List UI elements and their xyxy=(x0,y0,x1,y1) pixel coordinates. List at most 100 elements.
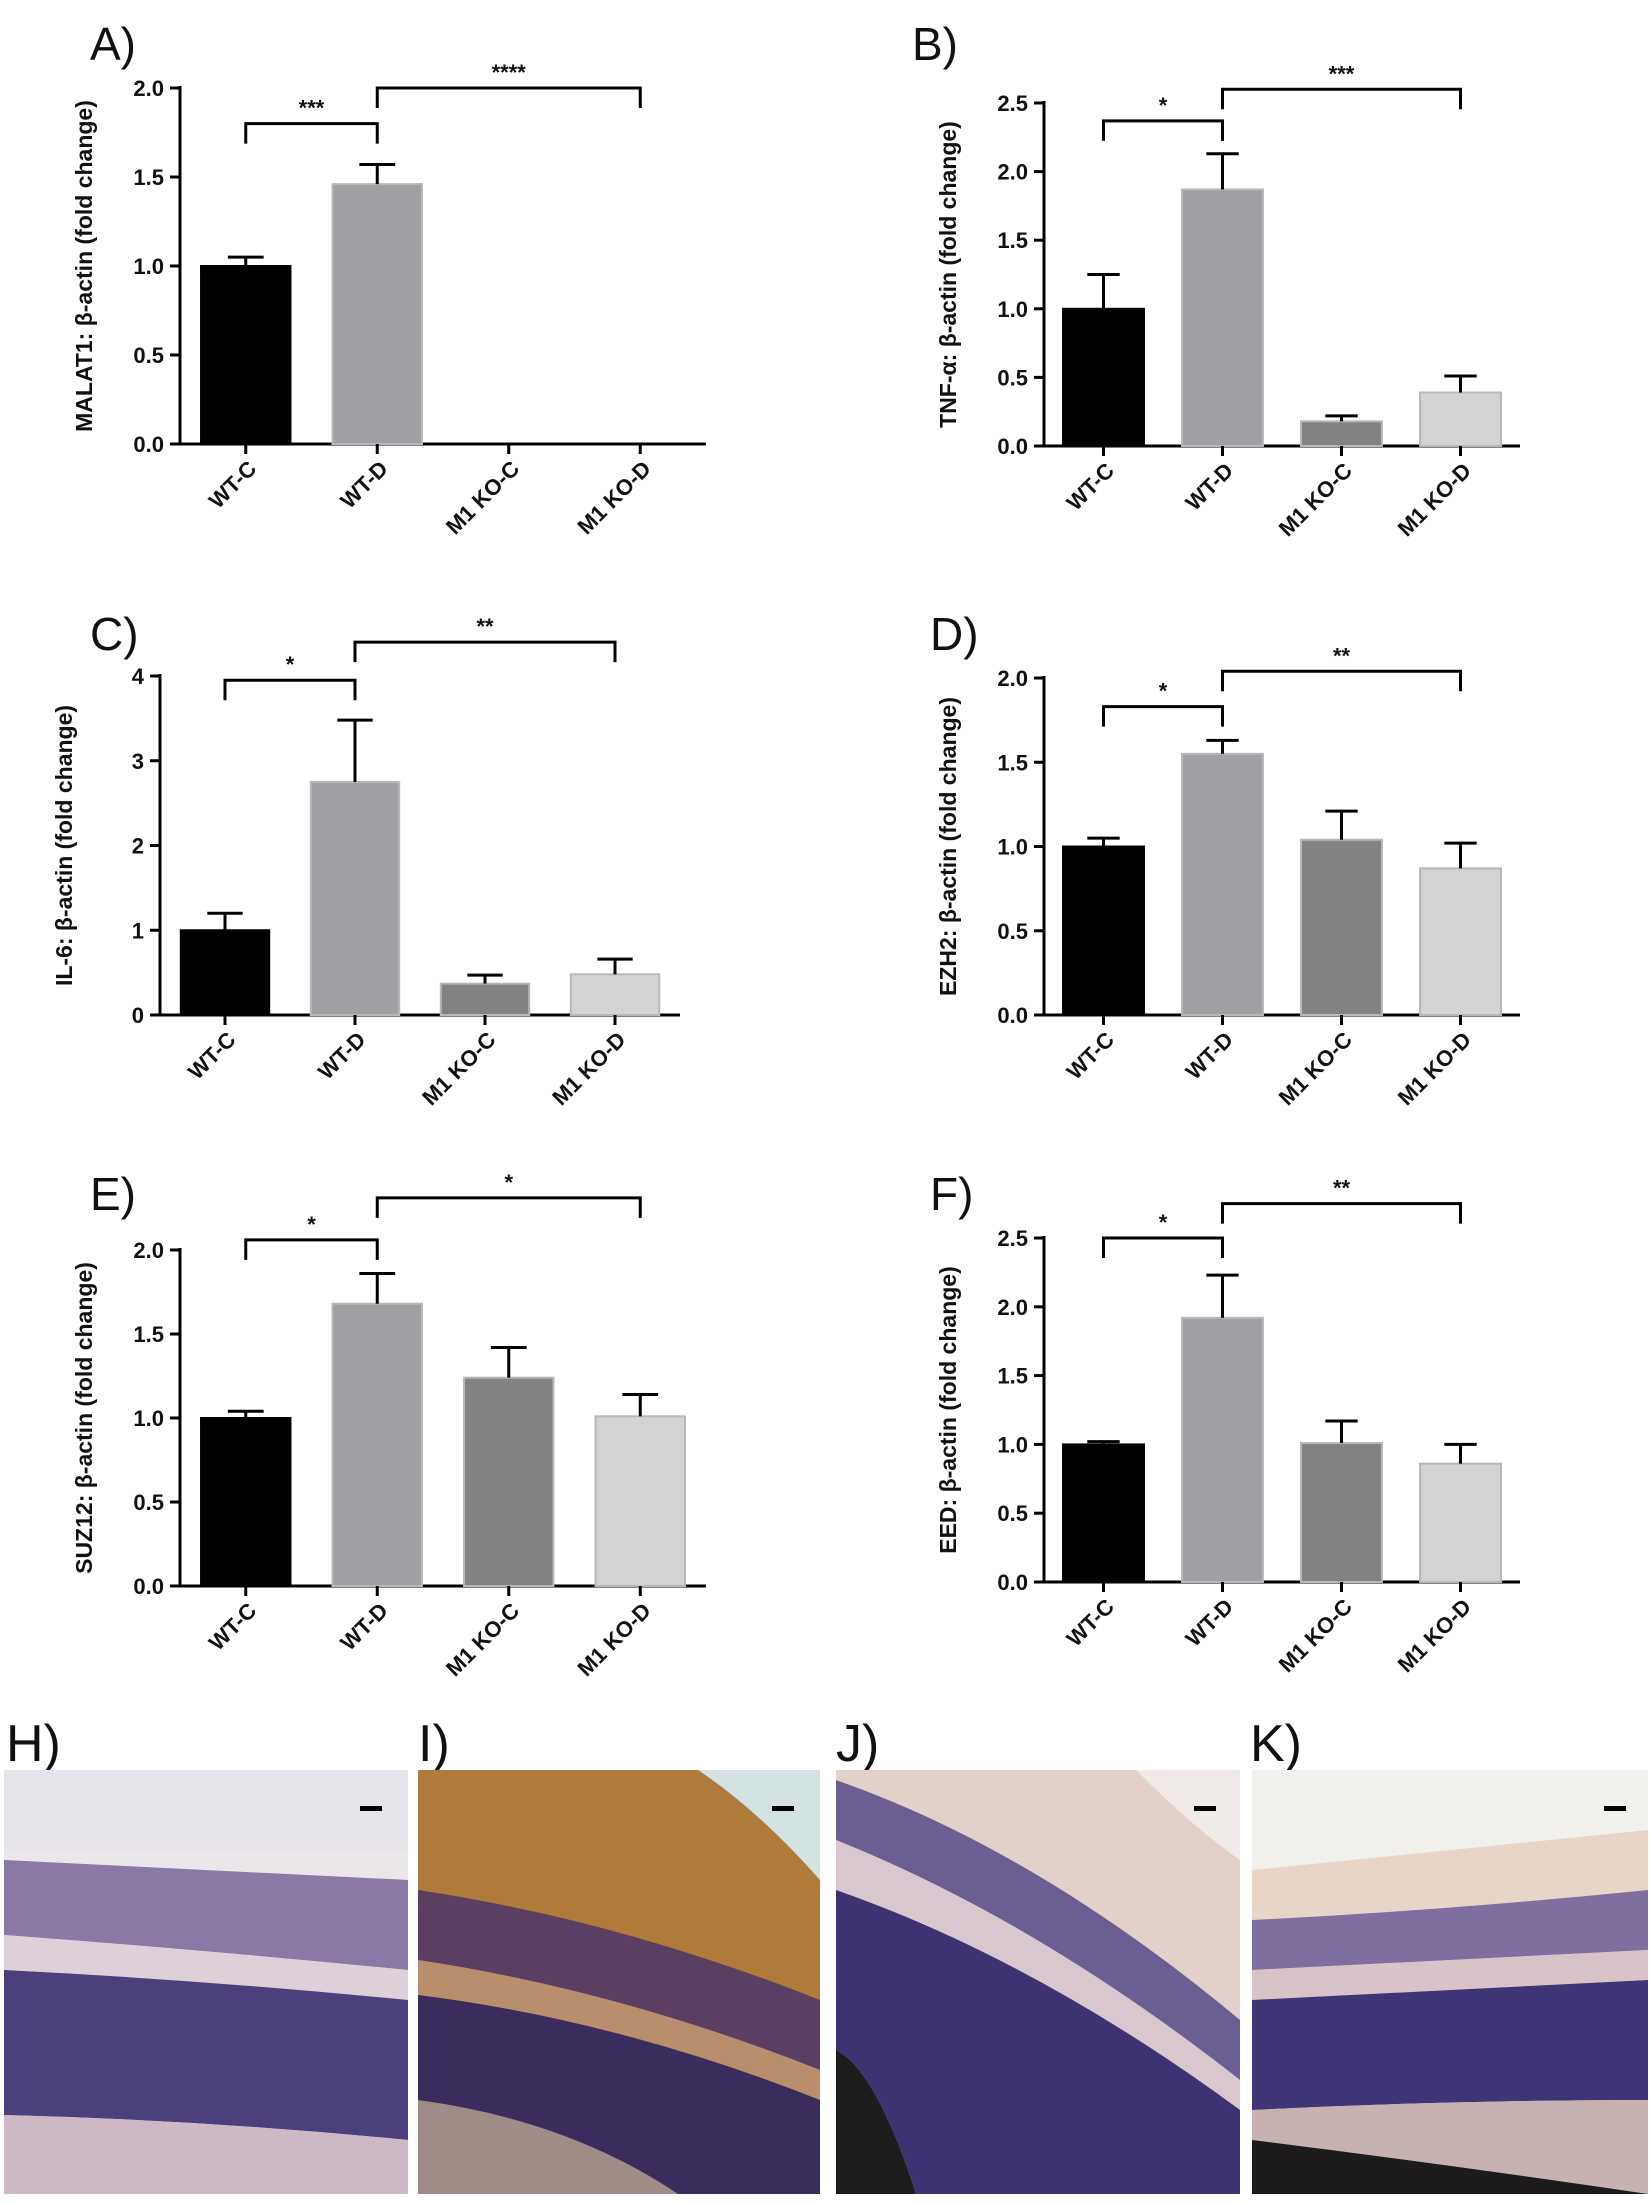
scale-bar xyxy=(360,1806,382,1811)
scale-bar xyxy=(1194,1806,1216,1811)
x-tick-label: WT-C xyxy=(1062,458,1119,515)
micrograph-label-i: I) xyxy=(418,1715,450,1773)
y-tick-label: 0.5 xyxy=(997,1501,1028,1526)
significance-label: * xyxy=(1159,679,1168,704)
y-tick-label: 1.0 xyxy=(133,1406,164,1431)
y-tick-label: 0.0 xyxy=(997,1570,1028,1595)
bar xyxy=(1419,391,1502,448)
bar xyxy=(439,982,531,1017)
y-tick-label: 0.5 xyxy=(133,1490,164,1515)
y-tick-label: 2 xyxy=(132,834,144,859)
y-tick-label: 1.5 xyxy=(997,228,1028,253)
y-tick-label: 0 xyxy=(132,1003,144,1028)
bar xyxy=(1181,752,1264,1016)
y-tick-label: 0.0 xyxy=(133,1574,164,1599)
significance-bracket xyxy=(375,86,642,108)
bar xyxy=(1300,420,1383,447)
significance-bracket xyxy=(1102,1236,1224,1258)
micrograph-h xyxy=(4,1770,408,2194)
significance-label: * xyxy=(1159,93,1168,118)
significance-bracket xyxy=(244,1238,379,1260)
bar xyxy=(463,1376,555,1588)
significance-bracket xyxy=(1221,87,1462,110)
x-tick-label: M1 KO-D xyxy=(1393,1027,1476,1110)
y-tick-label: 1.0 xyxy=(997,297,1028,322)
bar xyxy=(179,929,271,1016)
x-tick-label: WT-D xyxy=(1181,1594,1238,1651)
bar xyxy=(331,1302,423,1587)
significance-label: * xyxy=(1159,1210,1168,1235)
y-tick-label: 0.0 xyxy=(997,1003,1028,1028)
y-tick-label: 1.5 xyxy=(133,165,164,190)
significance-label: ** xyxy=(476,614,494,639)
y-tick-label: 0.5 xyxy=(997,365,1028,390)
significance-label: * xyxy=(307,1212,316,1237)
significance-label: ** xyxy=(1333,643,1351,668)
y-axis-label: EZH2: β-actin (fold change) xyxy=(935,697,961,996)
y-tick-label: 1.0 xyxy=(997,1432,1028,1457)
x-tick-label: WT-C xyxy=(183,1027,240,1084)
x-tick-label: WT-C xyxy=(204,456,261,513)
x-tick-label: M1 KO-C xyxy=(441,1598,524,1681)
x-tick-label: M1 KO-C xyxy=(1274,458,1357,541)
significance-bracket xyxy=(1221,669,1462,692)
scale-bar xyxy=(1604,1806,1626,1811)
significance-label: **** xyxy=(492,60,527,85)
y-tick-label: 1.0 xyxy=(133,254,164,279)
y-tick-label: 1 xyxy=(132,918,144,943)
bar xyxy=(309,780,401,1016)
micrograph-j xyxy=(836,1770,1240,2194)
bar xyxy=(1181,188,1264,447)
x-tick-label: M1 KO-C xyxy=(1274,1594,1357,1677)
x-tick-label: WT-C xyxy=(204,1598,261,1655)
x-tick-label: WT-D xyxy=(1181,1027,1238,1084)
y-tick-label: 2.5 xyxy=(997,1226,1028,1251)
y-tick-label: 0.5 xyxy=(133,343,164,368)
x-tick-label: M1 KO-D xyxy=(1393,458,1476,541)
significance-bracket xyxy=(223,678,357,701)
y-tick-label: 2.0 xyxy=(997,666,1028,691)
y-axis-label: MALAT1: β-actin (fold change) xyxy=(71,100,97,432)
bar-chart-figure: A) 0.0 0.5 1.0 1.5 2.0 MALAT1: β-actin (fold c… xyxy=(51,18,1520,1681)
x-tick-label: WT-D xyxy=(335,456,392,513)
y-tick-label: 2.0 xyxy=(997,160,1028,185)
micrograph-i xyxy=(418,1770,820,2194)
panel-label: F) xyxy=(930,1168,973,1220)
y-axis-label: EED: β-actin (fold change) xyxy=(935,1266,961,1554)
x-tick-label: WT-C xyxy=(1062,1027,1119,1084)
y-tick-label: 2.0 xyxy=(133,1238,164,1263)
y-tick-label: 2.0 xyxy=(997,1295,1028,1320)
significance-label: * xyxy=(504,1170,513,1195)
y-tick-label: 1.5 xyxy=(997,750,1028,775)
panel-label: E) xyxy=(90,1168,136,1220)
bar xyxy=(200,1417,292,1587)
bar xyxy=(1062,307,1145,447)
significance-label: * xyxy=(286,652,295,677)
panel-label: A) xyxy=(90,18,136,70)
bar xyxy=(569,973,661,1017)
x-tick-label: M1 KO-C xyxy=(417,1027,500,1110)
x-tick-label: M1 KO-C xyxy=(441,456,524,539)
significance-bracket xyxy=(1221,1202,1462,1224)
significance-label: *** xyxy=(1329,61,1355,86)
bar xyxy=(1062,1443,1145,1584)
bar xyxy=(1300,838,1383,1017)
significance-label: *** xyxy=(299,96,325,121)
micrograph-label-j: J) xyxy=(836,1715,880,1773)
bar xyxy=(200,265,292,445)
bar xyxy=(1181,1316,1264,1583)
bar xyxy=(1062,845,1145,1016)
y-tick-label: 3 xyxy=(132,749,144,774)
x-tick-label: M1 KO-C xyxy=(1274,1027,1357,1110)
x-tick-label: M1 KO-D xyxy=(572,1598,655,1681)
y-tick-label: 1.0 xyxy=(997,835,1028,860)
y-tick-label: 0.0 xyxy=(133,432,164,457)
x-tick-label: WT-D xyxy=(1181,458,1238,515)
micrograph-label-k: K) xyxy=(1250,1715,1302,1773)
y-axis-label: TNF-α: β-actin (fold change) xyxy=(935,121,961,428)
bar xyxy=(1419,1462,1502,1583)
y-tick-label: 0.5 xyxy=(997,919,1028,944)
y-axis-label: IL-6: β-actin (fold change) xyxy=(51,705,77,986)
y-tick-label: 0.0 xyxy=(997,434,1028,459)
y-tick-label: 4 xyxy=(132,664,145,689)
